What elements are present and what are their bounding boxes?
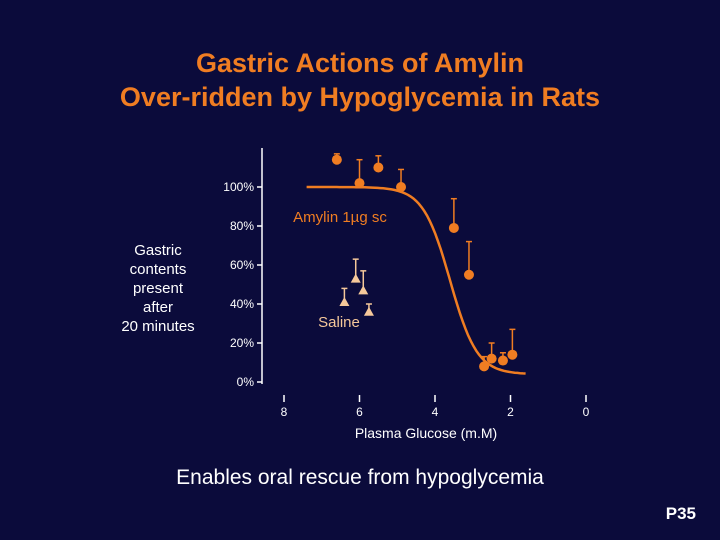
y-tick-label: 40% xyxy=(230,297,254,311)
y-axis-label-line: contents xyxy=(129,261,187,278)
amylin-point xyxy=(486,353,497,364)
amylin-point xyxy=(463,269,474,280)
x-tick-label: 8 xyxy=(281,405,288,419)
saline-annotation: Saline xyxy=(318,314,360,331)
y-axis-label-line: present xyxy=(132,280,184,297)
saline-point xyxy=(363,306,374,316)
y-tick-label: 60% xyxy=(230,258,254,272)
y-axis-label: Gastric contents present after 20 minute… xyxy=(108,241,208,336)
slide-title: Gastric Actions of Amylin Over-ridden by… xyxy=(0,46,720,114)
amylin-point xyxy=(331,154,342,165)
y-tick-label: 20% xyxy=(230,336,254,350)
saline-point xyxy=(350,273,361,283)
amylin-fit-curve xyxy=(306,185,526,375)
amylin-point xyxy=(448,222,459,233)
x-tick-label: 4 xyxy=(432,405,439,419)
amylin-point xyxy=(354,178,365,189)
footer-caption: Enables oral rescue from hypoglycemia xyxy=(176,466,544,489)
x-tick-label: 0 xyxy=(583,405,590,419)
y-axis-label-line: 20 minutes xyxy=(121,318,195,335)
slide-number: P35 xyxy=(665,504,696,523)
amylin-point xyxy=(396,182,407,192)
y-tick-label: 0% xyxy=(237,375,255,389)
saline-point xyxy=(339,297,350,307)
title-line-2: Over-ridden by Hypoglycemia in Rats xyxy=(119,82,601,112)
y-tick-label: 80% xyxy=(230,219,254,233)
amylin-point xyxy=(479,361,490,372)
y-axis-label-line: Gastric xyxy=(134,242,182,259)
x-tick-label: 6 xyxy=(356,405,363,419)
amylin-point xyxy=(497,355,508,366)
amylin-point xyxy=(507,349,518,360)
x-tick-label: 2 xyxy=(507,405,514,419)
title-line-1: Gastric Actions of Amylin xyxy=(195,48,525,78)
amylin-point xyxy=(373,162,384,173)
y-axis-label-line: after xyxy=(142,299,173,316)
amylin-annotation: Amylin 1µg sc xyxy=(293,209,387,226)
saline-point xyxy=(358,285,369,295)
x-axis-label: Plasma Glucose (m.M) xyxy=(355,425,497,441)
y-tick-label: 100% xyxy=(223,180,254,194)
